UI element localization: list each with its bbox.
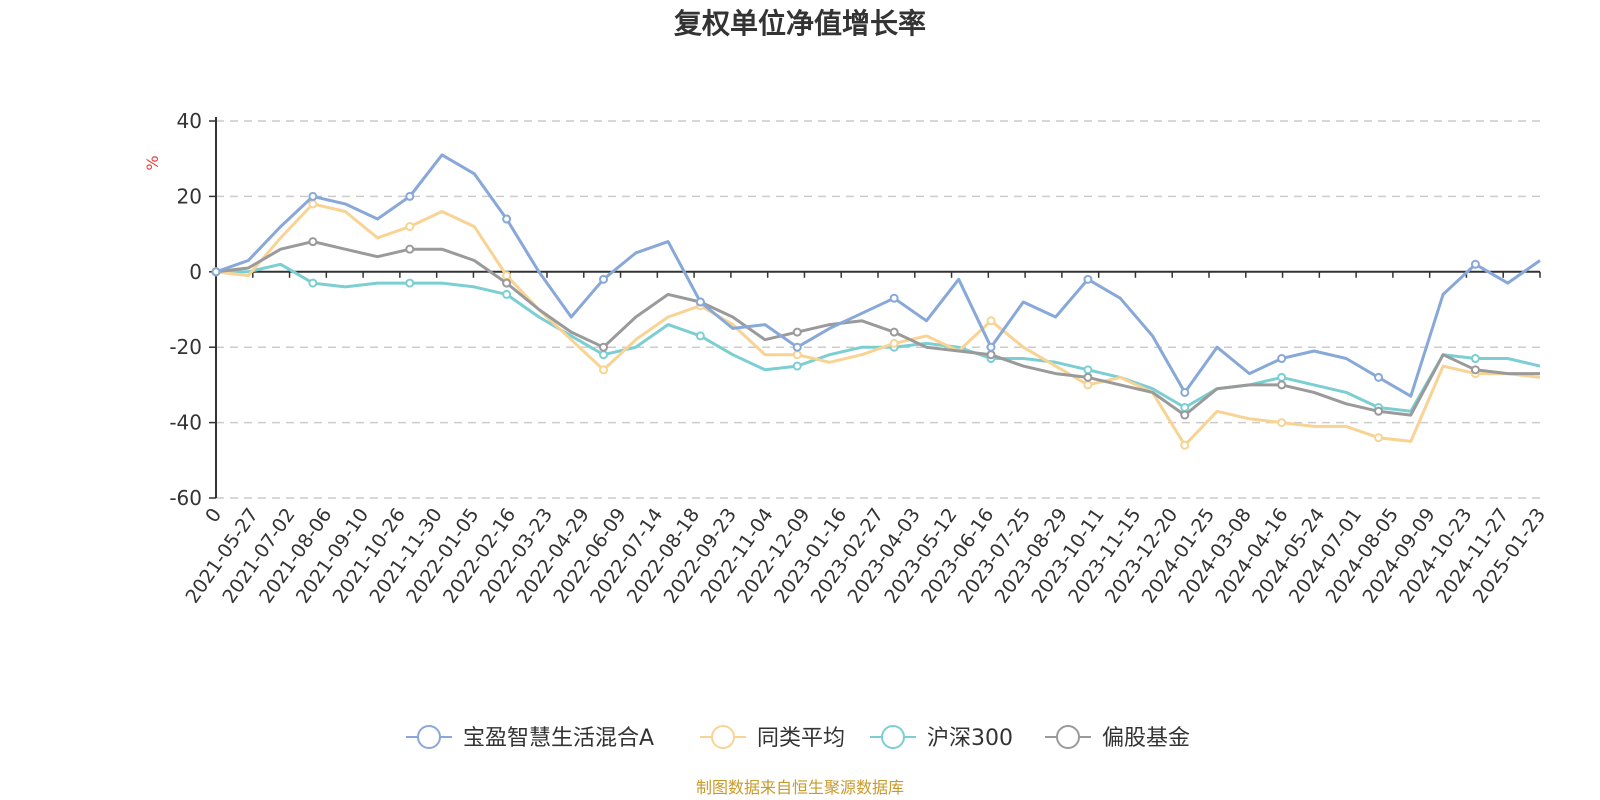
chart-title: 复权单位净值增长率 bbox=[674, 7, 926, 40]
series-3-point bbox=[308, 237, 318, 247]
series-3-point bbox=[1374, 406, 1384, 416]
legend-item-2: 沪深300 bbox=[870, 725, 1013, 751]
series-0-point bbox=[1083, 274, 1093, 284]
series-0-point bbox=[695, 297, 705, 307]
series-3-point bbox=[986, 350, 996, 360]
series-2-point bbox=[405, 278, 415, 288]
legend-label: 沪深300 bbox=[927, 726, 1013, 751]
legend-label: 宝盈智慧生活混合A bbox=[463, 726, 654, 751]
series-0-point bbox=[405, 191, 415, 201]
series-2-point bbox=[1083, 365, 1093, 375]
series-3-point bbox=[889, 327, 899, 337]
series-0-point bbox=[792, 342, 802, 352]
gridlines bbox=[216, 120, 1540, 499]
x-tick-label: 0 bbox=[201, 504, 226, 527]
y-tick-labels: 40 20 0 -20 -40 -60 bbox=[169, 109, 202, 510]
series-2-point bbox=[1470, 354, 1480, 364]
y-tick-label: 40 bbox=[177, 109, 202, 133]
series-3-point bbox=[502, 278, 512, 288]
data-source-note: 制图数据来自恒生聚源数据库 bbox=[696, 778, 904, 797]
series-2-group bbox=[211, 262, 1541, 413]
series-2-point bbox=[1180, 403, 1190, 413]
series-0-line bbox=[215, 153, 1541, 398]
series-2-line bbox=[216, 262, 1541, 413]
y-tick-label: -20 bbox=[169, 335, 202, 359]
series-3-point bbox=[1277, 380, 1287, 390]
x-tick-labels: 02021-05-272021-07-022021-08-062021-09-1… bbox=[182, 504, 1551, 607]
series-1-group bbox=[211, 199, 1541, 450]
series-0-group bbox=[211, 153, 1541, 398]
y-tick-label: -60 bbox=[169, 486, 202, 510]
legend-swatch-marker bbox=[881, 725, 905, 749]
legend-label: 同类平均 bbox=[757, 726, 845, 751]
series-3-point bbox=[792, 327, 802, 337]
series-0-point bbox=[1180, 387, 1190, 397]
series-3-line bbox=[215, 240, 1540, 417]
legend-item-1: 同类平均 bbox=[700, 725, 845, 751]
legend-label: 偏股基金 bbox=[1102, 726, 1190, 751]
series-0-point bbox=[1374, 372, 1384, 382]
series-0-point bbox=[502, 214, 512, 224]
series-2-point bbox=[502, 289, 512, 299]
legend-swatch-marker bbox=[417, 725, 441, 749]
series-0-point bbox=[308, 191, 318, 201]
series-2-point bbox=[1277, 372, 1287, 382]
legend-swatch-marker bbox=[1056, 725, 1080, 749]
y-tick-label: 0 bbox=[189, 260, 202, 284]
series-lines bbox=[211, 153, 1541, 450]
series-1-point bbox=[1180, 440, 1190, 450]
series-3-group bbox=[211, 237, 1540, 420]
series-1-line bbox=[215, 202, 1541, 447]
series-2-point bbox=[308, 278, 318, 288]
series-1-point bbox=[405, 222, 415, 232]
series-2-point bbox=[695, 331, 705, 341]
series-3-point bbox=[1470, 365, 1480, 375]
series-2-point bbox=[792, 361, 802, 371]
series-1-point bbox=[502, 271, 512, 281]
series-0-point bbox=[1470, 259, 1480, 269]
series-1-point bbox=[599, 365, 609, 375]
legend-item-0: 宝盈智慧生活混合A bbox=[406, 725, 654, 751]
series-3-point bbox=[599, 342, 609, 352]
series-0-point bbox=[211, 267, 221, 277]
series-3-point bbox=[1083, 372, 1093, 382]
legend-item-3: 偏股基金 bbox=[1045, 725, 1190, 751]
axes bbox=[209, 117, 1541, 499]
series-1-point bbox=[308, 199, 318, 209]
series-1-point bbox=[986, 316, 996, 326]
series-2-point bbox=[599, 350, 609, 360]
series-0-point bbox=[889, 293, 899, 303]
legend: 宝盈智慧生活混合A 同类平均 沪深300 偏股基金 bbox=[406, 725, 1190, 751]
series-1-point bbox=[792, 350, 802, 360]
series-1-point bbox=[1277, 418, 1287, 428]
series-1-point bbox=[1374, 433, 1384, 443]
y-tick-label: 20 bbox=[177, 184, 202, 208]
series-1-point bbox=[889, 338, 899, 348]
y-axis-unit: % bbox=[143, 155, 162, 170]
series-0-point bbox=[986, 342, 996, 352]
series-3-point bbox=[405, 244, 415, 254]
y-tick-label: -40 bbox=[169, 411, 202, 435]
legend-swatch-marker bbox=[711, 725, 735, 749]
series-1-point bbox=[1083, 380, 1093, 390]
series-0-point bbox=[599, 274, 609, 284]
series-3-point bbox=[1180, 410, 1190, 420]
series-0-point bbox=[1277, 354, 1287, 364]
